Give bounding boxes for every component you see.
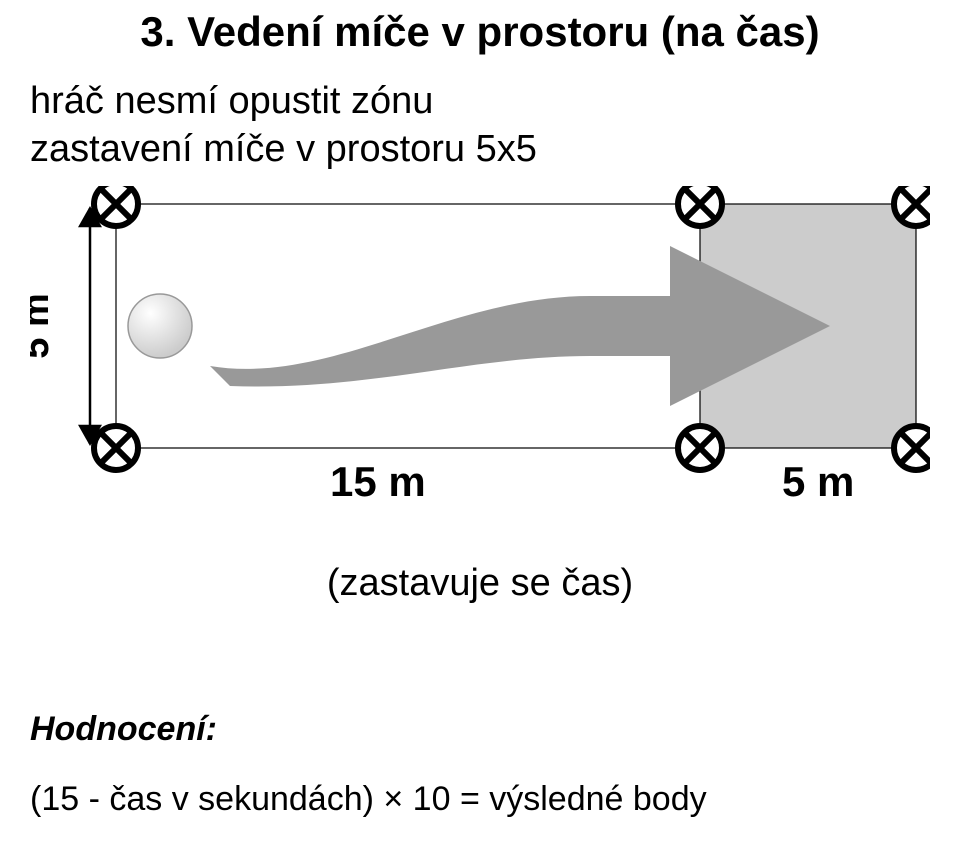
dim-label-5m-right: 5 m [782, 458, 854, 505]
page: 3. Vedení míče v prostoru (na čas) hráč … [0, 0, 960, 841]
dim-label-15m: 15 m [330, 458, 426, 505]
caption-below-diagram: (zastavuje se čas) [0, 562, 960, 605]
cone-marker-icon [678, 186, 722, 226]
page-title: 3. Vedení míče v prostoru (na čas) [0, 8, 960, 56]
diagram: 5 m 15 m 5 m [30, 186, 930, 511]
cone-marker-icon [678, 426, 722, 470]
subtitle-line-2: zastavení míče v prostoru 5x5 [30, 128, 537, 171]
cone-marker-icon [94, 186, 138, 226]
evaluation-formula: (15 - čas v sekundách) × 10 = výsledné b… [30, 780, 707, 819]
diagram-svg: 5 m 15 m 5 m [30, 186, 930, 506]
cone-marker-icon [94, 426, 138, 470]
dim-label-5m: 5 m [30, 293, 57, 358]
ball-icon [128, 294, 192, 358]
cone-marker-icon [894, 426, 930, 470]
subtitle-line-1: hráč nesmí opustit zónu [30, 80, 433, 123]
cone-marker-icon [894, 186, 930, 226]
evaluation-label: Hodnocení: [30, 710, 217, 749]
arrow-body [210, 296, 670, 386]
